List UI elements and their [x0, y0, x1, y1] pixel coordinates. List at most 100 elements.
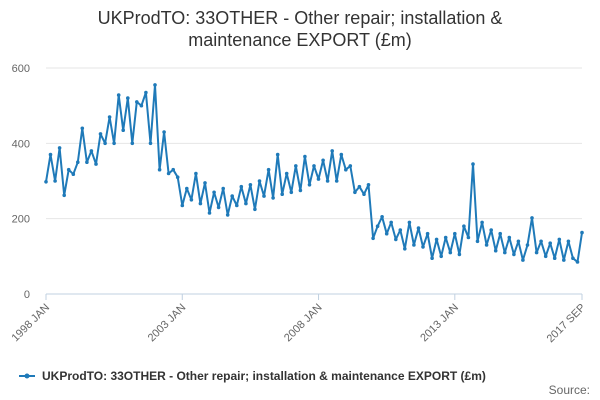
data-point[interactable] — [235, 203, 239, 208]
data-point[interactable] — [266, 167, 271, 172]
data-point[interactable] — [44, 180, 48, 184]
data-point[interactable] — [357, 184, 362, 189]
data-point[interactable] — [403, 247, 407, 251]
data-point[interactable] — [312, 164, 316, 168]
data-point[interactable] — [534, 250, 539, 255]
data-point[interactable] — [148, 141, 153, 146]
data-point[interactable] — [557, 237, 562, 242]
data-point[interactable] — [543, 254, 548, 259]
data-point[interactable] — [334, 179, 339, 183]
data-point[interactable] — [289, 190, 294, 195]
data-point[interactable] — [425, 231, 430, 236]
data-point[interactable] — [503, 250, 507, 255]
data-point[interactable] — [139, 103, 144, 108]
data-point[interactable] — [307, 183, 312, 187]
data-point[interactable] — [153, 83, 157, 87]
data-point[interactable] — [48, 152, 53, 157]
data-point[interactable] — [330, 149, 335, 153]
data-point[interactable] — [466, 235, 471, 240]
data-point[interactable] — [412, 243, 416, 247]
data-point[interactable] — [348, 164, 353, 168]
data-point[interactable] — [434, 237, 439, 242]
data-point[interactable] — [366, 183, 371, 187]
data-point[interactable] — [107, 115, 112, 119]
data-point[interactable] — [566, 239, 571, 244]
data-point[interactable] — [389, 220, 394, 225]
data-point[interactable] — [135, 100, 139, 104]
data-point[interactable] — [253, 207, 257, 212]
data-point[interactable] — [271, 196, 275, 200]
data-point[interactable] — [53, 179, 57, 183]
data-point[interactable] — [353, 190, 357, 195]
data-point[interactable] — [498, 231, 503, 236]
data-point[interactable] — [516, 239, 521, 244]
data-point[interactable] — [189, 198, 194, 202]
data-point[interactable] — [303, 154, 307, 159]
data-point[interactable] — [225, 213, 230, 217]
data-point[interactable] — [339, 152, 344, 157]
data-point[interactable] — [76, 160, 80, 164]
data-point[interactable] — [325, 179, 330, 183]
data-point[interactable] — [244, 201, 248, 206]
data-point[interactable] — [162, 130, 166, 134]
data-point[interactable] — [85, 160, 89, 164]
data-point[interactable] — [216, 205, 221, 210]
data-point[interactable] — [80, 126, 85, 131]
data-point[interactable] — [275, 152, 280, 157]
data-point[interactable] — [407, 220, 412, 225]
data-point[interactable] — [398, 228, 403, 232]
data-point[interactable] — [103, 141, 107, 146]
data-point[interactable] — [98, 132, 103, 136]
data-point[interactable] — [230, 194, 234, 198]
data-point[interactable] — [94, 162, 98, 166]
data-point[interactable] — [316, 177, 321, 181]
data-point[interactable] — [552, 256, 557, 261]
data-point[interactable] — [384, 231, 389, 236]
data-point[interactable] — [457, 252, 462, 257]
data-point[interactable] — [175, 175, 180, 179]
data-point[interactable] — [57, 146, 62, 150]
data-point[interactable] — [580, 230, 584, 235]
data-point[interactable] — [194, 171, 198, 176]
data-point[interactable] — [443, 235, 448, 240]
data-point[interactable] — [375, 224, 380, 228]
data-point[interactable] — [203, 181, 207, 185]
data-point[interactable] — [116, 93, 121, 97]
data-point[interactable] — [448, 250, 453, 255]
data-point[interactable] — [321, 158, 325, 163]
data-point[interactable] — [207, 211, 212, 215]
data-point[interactable] — [198, 201, 203, 206]
data-point[interactable] — [121, 128, 125, 132]
data-point[interactable] — [362, 192, 366, 196]
data-point[interactable] — [112, 141, 116, 146]
data-point[interactable] — [166, 171, 171, 176]
data-point[interactable] — [512, 252, 516, 257]
data-point[interactable] — [430, 256, 434, 261]
data-point[interactable] — [71, 172, 76, 176]
data-point[interactable] — [66, 167, 71, 172]
data-point[interactable] — [130, 141, 135, 146]
data-point[interactable] — [239, 184, 244, 189]
data-point[interactable] — [462, 224, 466, 228]
data-point[interactable] — [257, 179, 262, 183]
data-point[interactable] — [548, 241, 552, 245]
data-point[interactable] — [294, 164, 298, 168]
data-point[interactable] — [284, 171, 289, 176]
data-point[interactable] — [126, 96, 130, 100]
data-point[interactable] — [262, 194, 266, 198]
data-point[interactable] — [539, 239, 543, 244]
data-point[interactable] — [439, 254, 444, 259]
data-point[interactable] — [298, 188, 303, 193]
data-point[interactable] — [471, 162, 475, 166]
data-point[interactable] — [62, 193, 66, 198]
data-point[interactable] — [212, 190, 216, 195]
data-point[interactable] — [571, 256, 575, 261]
data-point[interactable] — [453, 231, 457, 236]
legend[interactable]: UKProdTO: 33OTHER - Other repair; instal… — [19, 369, 486, 383]
data-point[interactable] — [521, 258, 525, 262]
data-point[interactable] — [344, 167, 348, 172]
data-point[interactable] — [380, 215, 384, 219]
data-point[interactable] — [221, 186, 225, 191]
data-point[interactable] — [416, 226, 421, 230]
data-point[interactable] — [180, 203, 185, 208]
